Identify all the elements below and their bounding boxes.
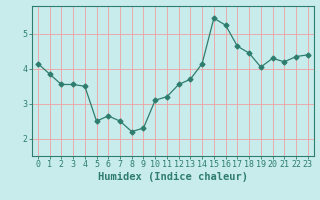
X-axis label: Humidex (Indice chaleur): Humidex (Indice chaleur) (98, 172, 248, 182)
